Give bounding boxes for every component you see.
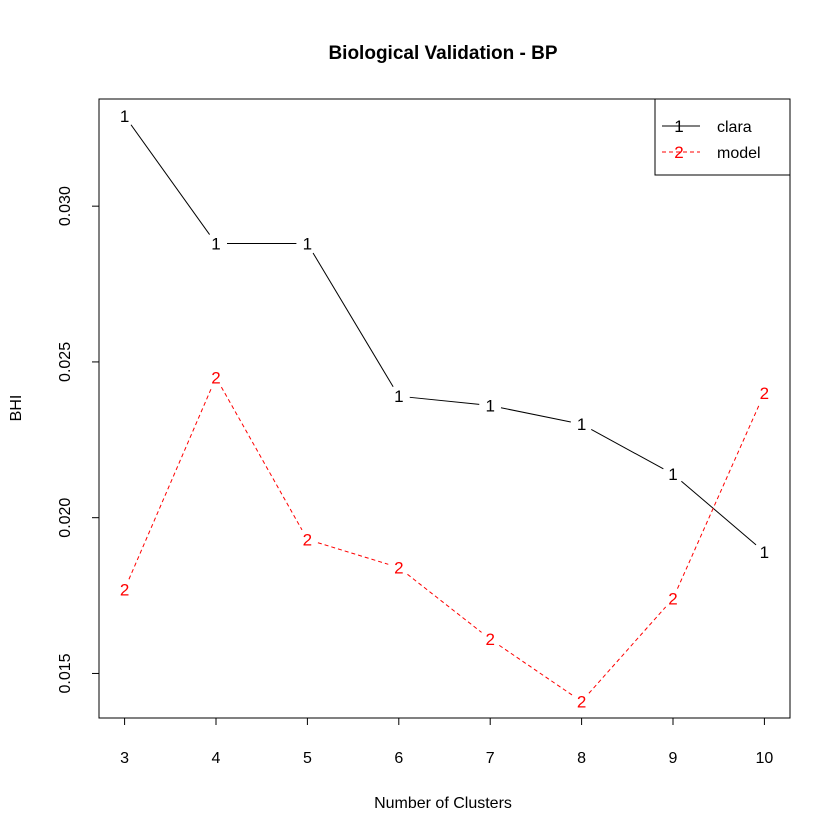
- series-segment: [591, 429, 664, 470]
- data-point-marker: 2: [394, 559, 403, 578]
- y-axis-label: BHI: [8, 395, 25, 422]
- x-tick-label: 9: [669, 750, 678, 767]
- y-tick-label: 0.030: [57, 186, 74, 226]
- series-segment: [681, 480, 757, 546]
- data-point-marker: 1: [303, 235, 312, 254]
- data-point-marker: 1: [120, 107, 129, 126]
- x-tick-label: 4: [212, 750, 221, 767]
- data-point-marker: 1: [760, 543, 769, 562]
- data-point-marker: 2: [303, 530, 312, 549]
- series-segment: [407, 573, 482, 633]
- data-point-marker: 2: [668, 590, 677, 609]
- data-point-marker: 2: [577, 692, 586, 711]
- data-point-marker: 2: [211, 369, 220, 388]
- y-axis: 0.015 0.020 0.025 0.030: [57, 186, 100, 693]
- x-tick-label: 6: [394, 750, 403, 767]
- y-tick-label: 0.025: [57, 342, 74, 382]
- legend-marker: 2: [674, 143, 683, 162]
- legend-label-clara: clara: [717, 119, 752, 136]
- series-segment: [499, 644, 573, 696]
- series-segment: [128, 387, 213, 580]
- x-tick-label: 8: [577, 750, 586, 767]
- legend-marker: 1: [674, 117, 683, 136]
- series-segment: [220, 386, 303, 531]
- legend-box: [654, 98, 791, 176]
- data-point-marker: 2: [760, 384, 769, 403]
- data-point-marker: 2: [120, 580, 129, 599]
- series-segment: [588, 606, 667, 694]
- series-segment: [130, 124, 210, 235]
- data-point-marker: 1: [577, 415, 586, 434]
- series-segment: [409, 396, 480, 405]
- series-segment: [677, 402, 761, 589]
- data-point-marker: 1: [211, 235, 220, 254]
- data-point-marker: 1: [394, 387, 403, 406]
- y-tick-label: 0.015: [57, 653, 74, 693]
- series-model: 2 2 2 2 2 2 2 2: [120, 369, 769, 712]
- x-tick-label: 7: [486, 750, 495, 767]
- x-axis: 3 4 5 6 7 8 9 10: [120, 717, 774, 767]
- data-point-marker: 1: [485, 397, 494, 416]
- series-clara: 1 1 1 1 1 1 1 1: [120, 107, 769, 562]
- series-segment: [317, 542, 389, 565]
- x-axis-label: Number of Clusters: [374, 795, 512, 812]
- chart-title: Biological Validation - BP: [328, 43, 557, 64]
- x-tick-label: 10: [756, 750, 774, 767]
- data-point-marker: 2: [485, 630, 494, 649]
- legend-label-model: model: [717, 145, 761, 162]
- series-segment: [500, 407, 571, 423]
- x-tick-label: 3: [120, 750, 129, 767]
- data-point-marker: 1: [668, 465, 677, 484]
- legend: 1 clara 2 model: [654, 98, 791, 176]
- series-layer: 1 1 1 1 1 1 1 1 2 2 2 2 2 2 2 2: [120, 107, 769, 712]
- x-tick-label: 5: [303, 750, 312, 767]
- series-segment: [312, 252, 394, 388]
- y-tick-label: 0.020: [57, 498, 74, 538]
